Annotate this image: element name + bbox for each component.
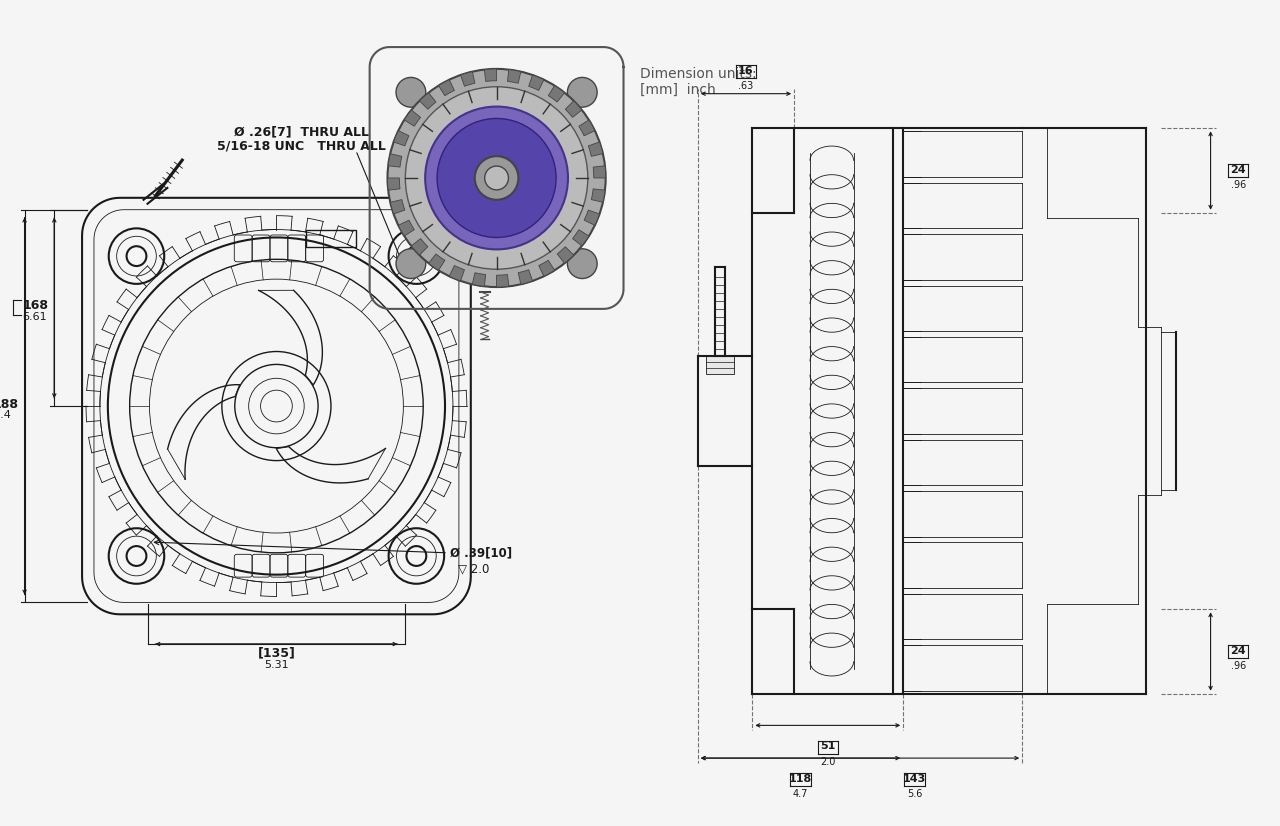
Text: [mm]  inch: [mm] inch: [640, 83, 716, 97]
Polygon shape: [411, 239, 428, 255]
Text: 51: 51: [820, 741, 836, 751]
Circle shape: [389, 71, 604, 285]
Text: Dimension units:: Dimension units:: [640, 67, 756, 81]
Circle shape: [485, 166, 508, 190]
Polygon shape: [548, 86, 564, 102]
Text: 6.61: 6.61: [23, 311, 47, 322]
Text: 16: 16: [739, 66, 754, 76]
Text: 143: 143: [902, 774, 927, 784]
Text: 168: 168: [23, 299, 49, 312]
Text: 24: 24: [1230, 645, 1247, 656]
Text: 2.0: 2.0: [820, 757, 836, 767]
Polygon shape: [388, 154, 402, 167]
Circle shape: [475, 156, 518, 200]
Circle shape: [393, 74, 600, 282]
Text: Ø .26[7]  THRU ALL: Ø .26[7] THRU ALL: [234, 126, 369, 138]
Polygon shape: [591, 189, 605, 202]
Text: 24: 24: [1230, 164, 1247, 174]
Polygon shape: [394, 131, 410, 146]
Text: 4.7: 4.7: [792, 790, 808, 800]
Text: [135]: [135]: [257, 646, 296, 659]
Text: Ø .39[10]: Ø .39[10]: [451, 546, 512, 559]
Polygon shape: [579, 120, 595, 135]
Polygon shape: [484, 69, 497, 82]
Polygon shape: [420, 93, 436, 109]
Polygon shape: [593, 166, 605, 178]
Circle shape: [436, 118, 556, 237]
Bar: [306, 230, 356, 248]
Polygon shape: [584, 210, 599, 225]
Text: .96: .96: [1231, 180, 1245, 190]
Text: 118: 118: [788, 774, 812, 784]
Circle shape: [393, 75, 600, 281]
Polygon shape: [404, 110, 421, 126]
Polygon shape: [390, 200, 404, 214]
Polygon shape: [439, 79, 454, 96]
Polygon shape: [507, 69, 521, 83]
Polygon shape: [529, 75, 544, 90]
Polygon shape: [449, 265, 465, 281]
Polygon shape: [572, 230, 589, 246]
Polygon shape: [398, 221, 415, 236]
Polygon shape: [518, 270, 532, 284]
Circle shape: [388, 69, 605, 287]
Circle shape: [406, 87, 588, 269]
Polygon shape: [472, 273, 485, 287]
Circle shape: [396, 78, 426, 107]
Text: 188: 188: [0, 397, 19, 411]
Text: 5.6: 5.6: [908, 790, 923, 800]
Polygon shape: [557, 247, 573, 263]
Circle shape: [388, 69, 605, 287]
Polygon shape: [461, 72, 475, 86]
Bar: [705, 357, 733, 374]
Circle shape: [394, 76, 599, 280]
Polygon shape: [589, 142, 603, 156]
Polygon shape: [388, 178, 401, 190]
Polygon shape: [539, 260, 554, 276]
Circle shape: [425, 107, 568, 249]
Text: 5.31: 5.31: [264, 660, 289, 670]
Circle shape: [389, 70, 604, 286]
Circle shape: [392, 73, 602, 283]
Text: ▽ 2.0: ▽ 2.0: [458, 563, 489, 575]
Polygon shape: [566, 101, 582, 117]
Text: .63: .63: [739, 81, 754, 92]
Circle shape: [567, 78, 598, 107]
Circle shape: [396, 249, 426, 278]
Polygon shape: [497, 274, 508, 287]
Text: 7.4: 7.4: [0, 410, 10, 420]
Circle shape: [390, 72, 603, 284]
Polygon shape: [429, 254, 445, 270]
Circle shape: [567, 249, 598, 278]
Text: 5/16-18 UNC   THRU ALL: 5/16-18 UNC THRU ALL: [216, 140, 385, 152]
Text: .96: .96: [1231, 661, 1245, 671]
